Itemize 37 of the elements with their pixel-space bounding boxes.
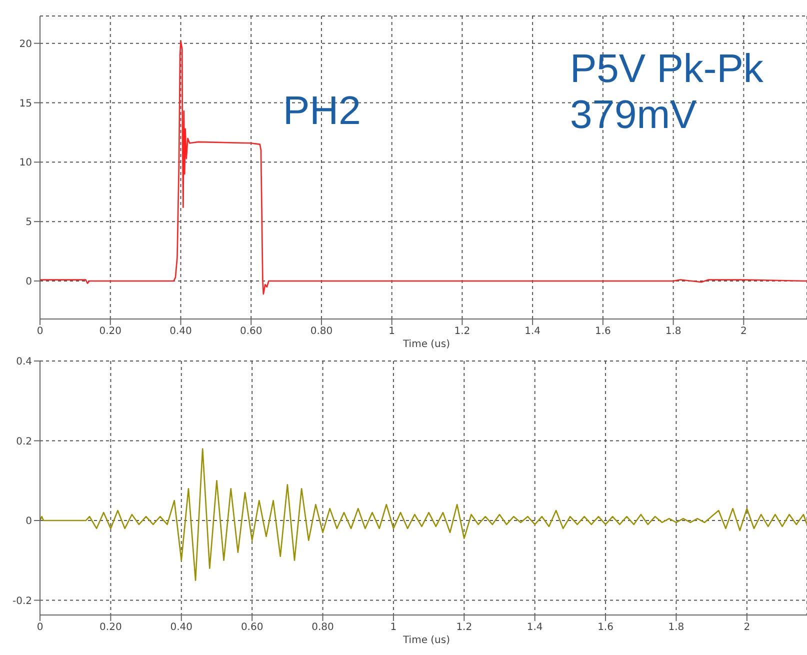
y-tick-label: 15 [19, 98, 32, 110]
x-tick-label: 0 [36, 326, 44, 338]
x-tick-label: 1.2 [456, 622, 472, 634]
y-tick-label: 0 [26, 276, 32, 288]
x-tick-label: 2 [740, 326, 747, 338]
x-tick-label: 0.20 [99, 326, 122, 338]
x-tick-label: 0.20 [100, 622, 122, 634]
x-tick-label: 1.8 [665, 326, 682, 338]
y-tick-label: 20 [19, 38, 32, 50]
x-axis-title: Time (us) [403, 635, 450, 647]
y-tick-label: 0.4 [16, 356, 32, 368]
y-tick-label: 0 [26, 516, 32, 528]
x-tick-label: 1 [388, 326, 396, 338]
x-tick-label: 1.2 [454, 326, 470, 338]
y-tick-label: 10 [19, 158, 32, 169]
annotation: PH2 [283, 88, 362, 134]
x-tick-label: 1.6 [598, 622, 614, 634]
x-tick-label: 1 [390, 622, 397, 634]
x-tick-label: 1.8 [668, 622, 684, 634]
y-tick-label: 0.2 [16, 436, 32, 448]
annotation: P5V Pk-Pk 379mV [570, 46, 764, 138]
x-tick-label: 0 [36, 622, 44, 634]
x-tick-label: 0.40 [170, 622, 193, 634]
y-tick-label: -0.2 [12, 596, 32, 607]
line-series [40, 448, 807, 581]
x-tick-label: 1.4 [526, 622, 543, 634]
y-tick-label: 5 [26, 217, 32, 228]
x-tick-label: 0.60 [240, 622, 264, 634]
x-tick-label: 0.80 [310, 326, 333, 338]
x-tick-label: 1.6 [594, 326, 611, 338]
x-tick-label: 2 [744, 622, 750, 634]
x-axis-title: Time (us) [403, 339, 450, 351]
line-series [40, 40, 807, 295]
x-tick-label: 0.80 [312, 622, 334, 634]
x-tick-label: 1.4 [524, 326, 541, 338]
x-tick-label: 0.40 [170, 326, 192, 338]
x-tick-label: 0.60 [240, 326, 262, 338]
